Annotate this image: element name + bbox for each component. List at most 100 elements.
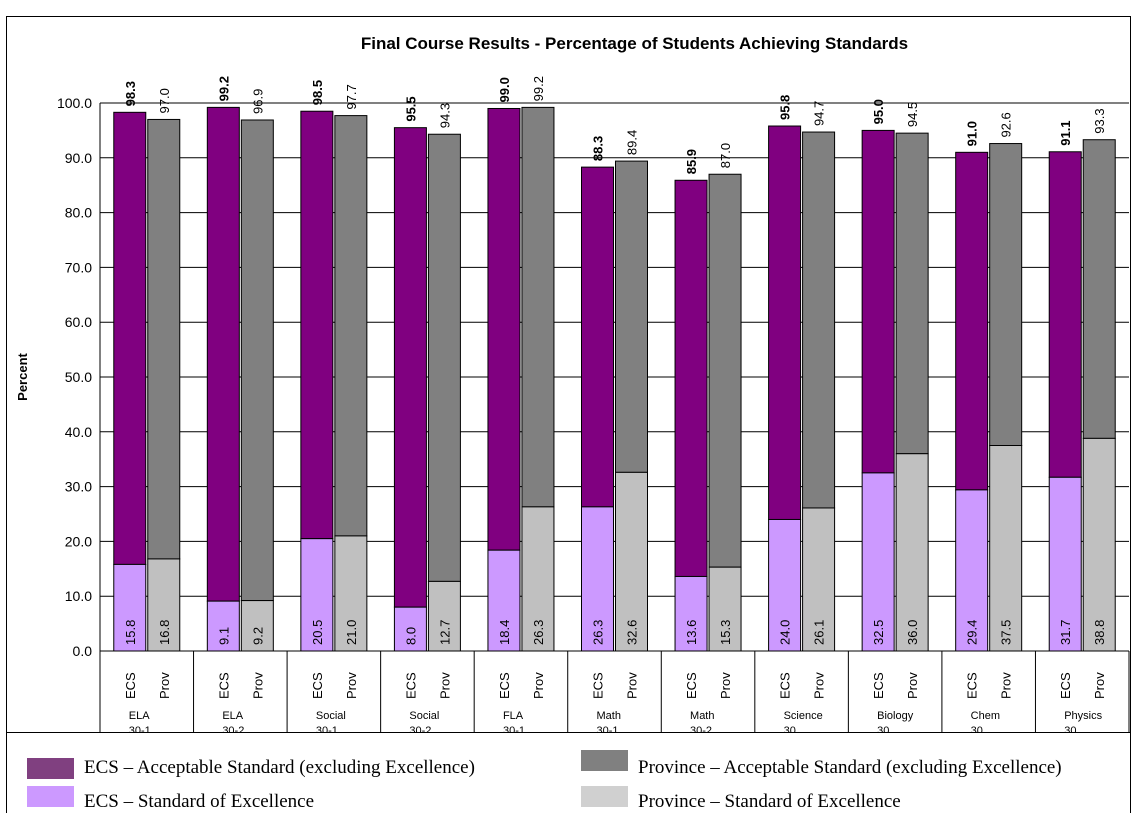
legend-label-ecs-excellence: ECS – Standard of Excellence [84,791,315,812]
prov-bar-label: Prov [437,672,452,699]
ecs-acceptable-bar [206,106,240,602]
ecs-excellence-label: 13.6 [684,620,699,645]
ecs-total-label: 98.3 [123,81,138,106]
ecs-total-label: 85.9 [684,149,699,174]
course-label-line1: Social [316,710,346,722]
ecs-excellence-label: 29.4 [965,620,980,645]
prov-acceptable-bar [427,133,461,582]
ecs-acceptable-bar [955,151,989,491]
legend: ECS – Acceptable Standard (excluding Exc… [6,733,1131,813]
y-tick-label: 10.0 [65,588,92,604]
prov-excellence-label: 26.1 [812,620,827,645]
prov-excellence-label: 16.8 [157,620,172,645]
course-label-line1: Physics [1064,710,1102,722]
prov-acceptable-bar [708,173,742,568]
course-label-line2: 30-1 [503,725,525,732]
course-label-line2: 30-1 [129,725,151,732]
ecs-total-label: 98.5 [310,80,325,105]
legend-item-prov-excellence: Province – Standard of Excellence [581,785,901,812]
prov-total-label: 99.2 [531,76,546,101]
prov-excellence-bar [989,445,1023,652]
prov-total-label: 94.5 [905,102,920,127]
course-label-line2: 30-1 [316,725,338,732]
ecs-excellence-label: 26.3 [591,620,606,645]
prov-acceptable-bar [147,118,181,560]
prov-total-label: 92.6 [999,112,1014,137]
ecs-acceptable-bar [861,129,895,474]
ecs-bar-label: ECS [123,672,138,699]
ecs-bar-label: ECS [591,672,606,699]
course-label-line1: Social [409,710,439,722]
ecs-bar-label: ECS [684,672,699,699]
ecs-excellence-label: 15.8 [123,620,138,645]
ecs-bar-label: ECS [778,672,793,699]
legend-swatch-prov-excellence [581,785,628,807]
ecs-excellence-bar [1048,476,1082,652]
ecs-excellence-bar [861,472,895,652]
prov-excellence-bar [334,535,368,652]
ecs-total-label: 91.0 [965,121,980,146]
y-axis-label: Percent [15,352,30,400]
course-label-line1: Biology [877,710,914,722]
legend-item-ecs-excellence: ECS – Standard of Excellence [27,785,314,812]
ecs-total-label: 95.8 [778,95,793,120]
ecs-excellence-label: 18.4 [497,620,512,645]
ecs-total-label: 95.0 [871,99,886,124]
ecs-excellence-label: 8.0 [403,627,418,645]
course-label-line2: 30 [784,725,796,732]
prov-bar-label: Prov [905,672,920,699]
ecs-acceptable-bar [113,111,147,565]
legend-label-ecs-acceptable: ECS – Acceptable Standard (excluding Exc… [84,757,475,778]
ecs-excellence-label: 32.5 [871,620,886,645]
y-tick-label: 90.0 [65,150,92,166]
ecs-total-label: 99.2 [216,76,231,101]
ecs-bar-label: ECS [871,672,886,699]
course-label-line2: 30-2 [690,725,712,732]
course-label-line1: Science [784,710,823,722]
course-label-line1: Math [690,710,714,722]
prov-excellence-label: 21.0 [344,620,359,645]
y-tick-label: 100.0 [57,95,92,111]
prov-bar-label: Prov [344,672,359,699]
prov-excellence-label: 15.3 [718,620,733,645]
prov-acceptable-bar [334,115,368,537]
ecs-acceptable-bar [393,127,427,608]
legend-label-prov-acceptable: Province – Acceptable Standard (excludin… [638,757,1062,778]
course-label-line2: 30 [1064,725,1076,732]
prov-bar-label: Prov [250,672,265,699]
y-tick-label: 30.0 [65,479,92,495]
legend-item-prov-acceptable: Province – Acceptable Standard (excludin… [581,749,1062,778]
legend-label-prov-excellence: Province – Standard of Excellence [638,791,901,812]
prov-total-label: 96.9 [250,89,265,114]
legend-item-ecs-acceptable: ECS – Acceptable Standard (excluding Exc… [27,757,475,779]
prov-excellence-label: 37.5 [999,620,1014,645]
course-label-line1: ELA [129,710,150,722]
legend-swatch-ecs-excellence [27,785,74,807]
ecs-excellence-bar [393,606,427,652]
y-tick-label: 70.0 [65,259,92,275]
prov-excellence-bar [895,453,929,652]
prov-excellence-label: 36.0 [905,620,920,645]
prov-bar-label: Prov [812,672,827,699]
prov-total-label: 93.3 [1092,108,1107,133]
y-tick-label: 50.0 [65,369,92,385]
ecs-bar-label: ECS [216,672,231,699]
prov-bar-label: Prov [157,672,172,699]
course-label-line1: FLA [503,710,524,722]
legend-swatch-ecs-acceptable [27,757,74,779]
prov-acceptable-bar [521,106,555,508]
ecs-bar-label: ECS [1058,672,1073,699]
ecs-excellence-bar [581,506,614,652]
ecs-excellence-bar [206,600,240,652]
prov-excellence-bar [147,558,181,652]
prov-acceptable-bar [1082,139,1116,439]
prov-excellence-bar [802,507,836,652]
ecs-acceptable-bar [487,107,521,551]
prov-total-label: 94.3 [437,103,452,128]
prov-total-label: 94.7 [812,101,827,126]
course-label-line2: 30-1 [597,725,619,732]
ecs-acceptable-bar [674,179,708,577]
ecs-acceptable-bar [300,110,334,540]
prov-excellence-bar [708,566,742,652]
chart-frame: Final Course Results - Percentage of Stu… [6,16,1131,733]
